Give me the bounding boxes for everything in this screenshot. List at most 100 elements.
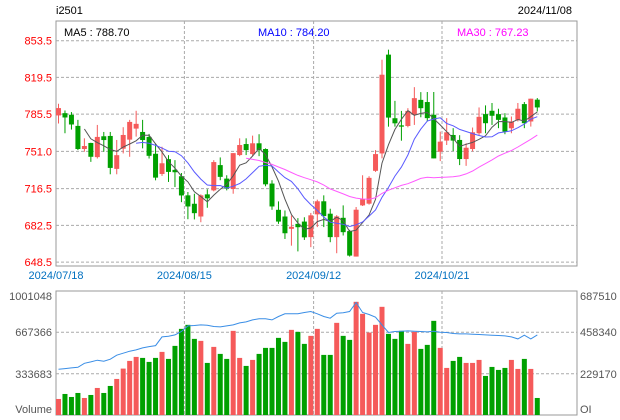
candle-body bbox=[463, 147, 469, 160]
candle-body bbox=[204, 194, 210, 199]
volume-bar bbox=[288, 329, 294, 415]
volume-bar bbox=[360, 313, 366, 415]
candle-body bbox=[230, 153, 236, 189]
volume-bar bbox=[398, 330, 404, 415]
ma30-line bbox=[246, 134, 538, 200]
candle-body bbox=[146, 136, 152, 156]
candle-body bbox=[75, 125, 81, 150]
candle-body bbox=[94, 136, 100, 158]
volume-bar bbox=[140, 357, 146, 415]
volume-bar bbox=[101, 392, 107, 415]
volume-bar bbox=[224, 358, 230, 415]
volume-bar bbox=[437, 347, 443, 415]
moving-average-lines bbox=[83, 109, 538, 233]
legend-ma30: MA30 : 767.23 bbox=[457, 27, 529, 39]
candle-body bbox=[133, 123, 139, 129]
volume-bar bbox=[347, 339, 353, 415]
volume-bar bbox=[457, 356, 463, 415]
volume-bar bbox=[275, 337, 281, 415]
volume-bar bbox=[153, 357, 159, 415]
price-tick-label: 785.5 bbox=[24, 109, 52, 121]
candle-body bbox=[437, 141, 443, 152]
open-interest-polyline bbox=[58, 301, 538, 370]
candle-body bbox=[340, 217, 346, 233]
candle-body bbox=[275, 209, 281, 222]
volume-bar bbox=[243, 365, 249, 415]
volume-bar bbox=[444, 367, 450, 415]
volume-bar bbox=[237, 357, 243, 415]
volume-bar bbox=[334, 322, 340, 415]
volume-bar bbox=[127, 360, 133, 415]
candle-body bbox=[191, 203, 197, 214]
volume-bar bbox=[75, 392, 81, 415]
volume-bar bbox=[379, 306, 385, 415]
candle-body bbox=[263, 149, 269, 185]
volume-bar bbox=[165, 358, 171, 415]
volume-bar bbox=[314, 328, 320, 415]
candle-body bbox=[114, 155, 120, 169]
candle-body bbox=[140, 131, 146, 141]
price-tick-label: 751.0 bbox=[24, 146, 52, 158]
candle-body bbox=[392, 118, 398, 124]
volume-bar bbox=[198, 340, 204, 415]
ma10-line bbox=[136, 116, 538, 228]
candle-body bbox=[269, 183, 275, 207]
volume-bar bbox=[327, 354, 333, 415]
candle-body bbox=[81, 145, 87, 150]
legend-ma10: MA10 : 784.20 bbox=[258, 27, 330, 39]
volume-bar bbox=[366, 332, 372, 415]
volume-bar bbox=[56, 398, 61, 415]
volume-bar bbox=[191, 338, 197, 415]
volume-bar bbox=[107, 385, 113, 415]
candle-body bbox=[360, 199, 366, 206]
candlesticks bbox=[56, 49, 540, 257]
volume-bar bbox=[133, 356, 139, 415]
volume-bar bbox=[424, 344, 430, 415]
candle-body bbox=[107, 135, 113, 168]
volume-axis: 1001048 667366 333683 687510 458340 229170 bbox=[9, 291, 617, 381]
volume-bar bbox=[295, 331, 301, 415]
volume-bar bbox=[483, 375, 489, 415]
volume-bar bbox=[463, 362, 469, 415]
volume-bar bbox=[489, 366, 495, 415]
volume-bar bbox=[263, 347, 269, 415]
volume-bar bbox=[534, 397, 540, 415]
candle-body bbox=[172, 169, 178, 173]
candle-body bbox=[327, 213, 333, 238]
volume-bar bbox=[282, 341, 288, 415]
candle-body bbox=[185, 195, 191, 207]
date-tick-label: 2024/07/18 bbox=[28, 270, 83, 282]
price-panel-frame bbox=[55, 20, 578, 267]
volume-bar bbox=[88, 394, 94, 415]
candle-body bbox=[366, 177, 372, 204]
price-tick-label: 648.5 bbox=[24, 257, 52, 269]
candle-body bbox=[68, 114, 74, 125]
date-label: 2024/11/08 bbox=[518, 5, 572, 17]
candle-body bbox=[411, 98, 417, 115]
candle-body bbox=[444, 132, 450, 141]
candle-body bbox=[489, 110, 495, 116]
open-interest-line bbox=[58, 301, 538, 370]
candle-body bbox=[308, 215, 314, 238]
volume-bar bbox=[146, 361, 152, 415]
volume-bar bbox=[508, 359, 514, 415]
candle-body bbox=[534, 99, 540, 108]
volume-bar bbox=[418, 348, 424, 415]
volume-bar bbox=[373, 324, 379, 415]
candle-body bbox=[211, 162, 217, 191]
volume-bar bbox=[172, 345, 178, 415]
candle-body bbox=[56, 108, 61, 116]
volume-bar bbox=[159, 351, 165, 415]
candle-body bbox=[398, 125, 404, 127]
candle-body bbox=[178, 176, 184, 196]
candle-body bbox=[508, 121, 514, 129]
candle-body bbox=[127, 121, 133, 140]
candle-body bbox=[314, 201, 320, 215]
candle-body bbox=[256, 143, 262, 151]
candle-body bbox=[282, 216, 288, 234]
volume-axis-label: Volume bbox=[15, 404, 52, 416]
price-tick-label: 716.5 bbox=[24, 184, 52, 196]
volume-tick-label: 667366 bbox=[15, 327, 52, 339]
volume-bar bbox=[353, 301, 359, 415]
